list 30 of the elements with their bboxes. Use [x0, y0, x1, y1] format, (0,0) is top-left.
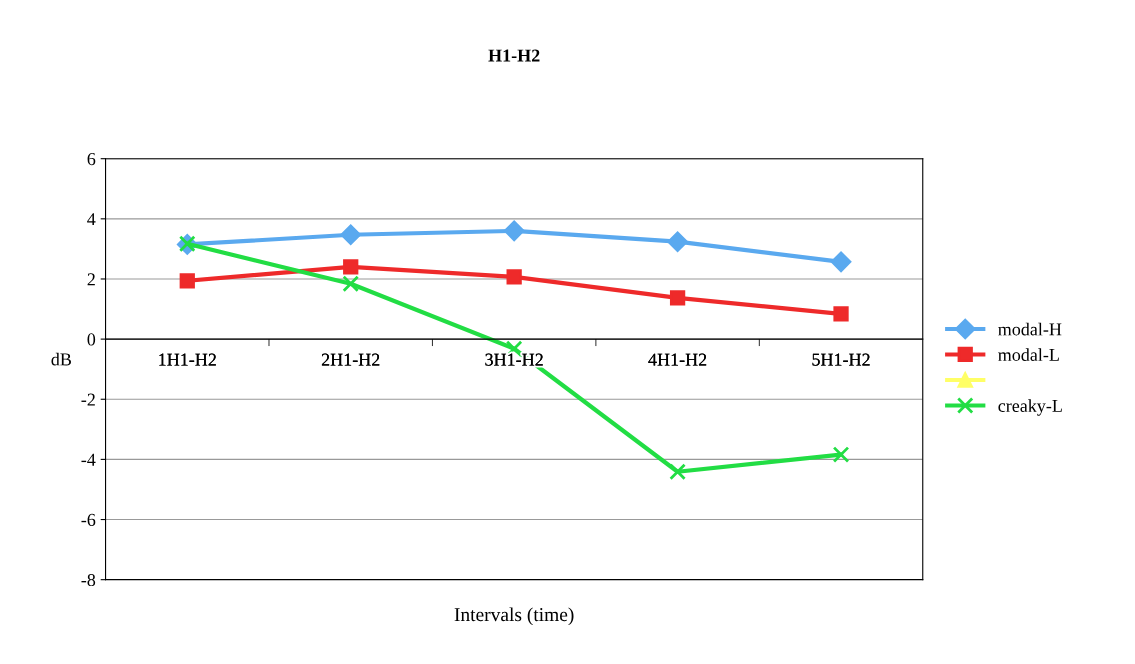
point	[833, 306, 849, 322]
point	[667, 231, 688, 252]
y-tick-label: -8	[81, 573, 96, 587]
point	[506, 269, 522, 285]
y-tick-label: -6	[81, 513, 96, 526]
point	[179, 273, 195, 289]
point	[669, 290, 686, 306]
y-tick-label: 2	[87, 273, 95, 286]
y-tick-label: 4	[87, 213, 96, 226]
x-tick-label: 2H1-H2	[321, 353, 380, 366]
point	[503, 220, 525, 242]
y-tick-label: 0	[87, 333, 96, 346]
y-axis-title: dB	[51, 352, 71, 366]
x-tick-label: 5H1-H2	[812, 353, 870, 366]
y-tick-label: 6	[87, 153, 96, 166]
point	[343, 259, 359, 275]
point	[340, 224, 361, 245]
x-axis-title: Intervals (time)	[454, 607, 574, 626]
point	[669, 463, 686, 481]
legend-label: modal-L	[998, 348, 1059, 361]
chart-title: H1-H2	[488, 49, 540, 62]
y-tick-label: -2	[81, 393, 95, 406]
legend-label: modal-H	[998, 322, 1062, 336]
x-tick-label: 4H1-H2	[648, 353, 707, 366]
legend-label: creaky-L	[998, 399, 1062, 416]
point	[830, 251, 852, 273]
point	[832, 446, 850, 463]
y-tick-label: -4	[81, 453, 96, 466]
point	[342, 275, 360, 293]
x-tick-label: 1H1-H2	[159, 353, 216, 366]
